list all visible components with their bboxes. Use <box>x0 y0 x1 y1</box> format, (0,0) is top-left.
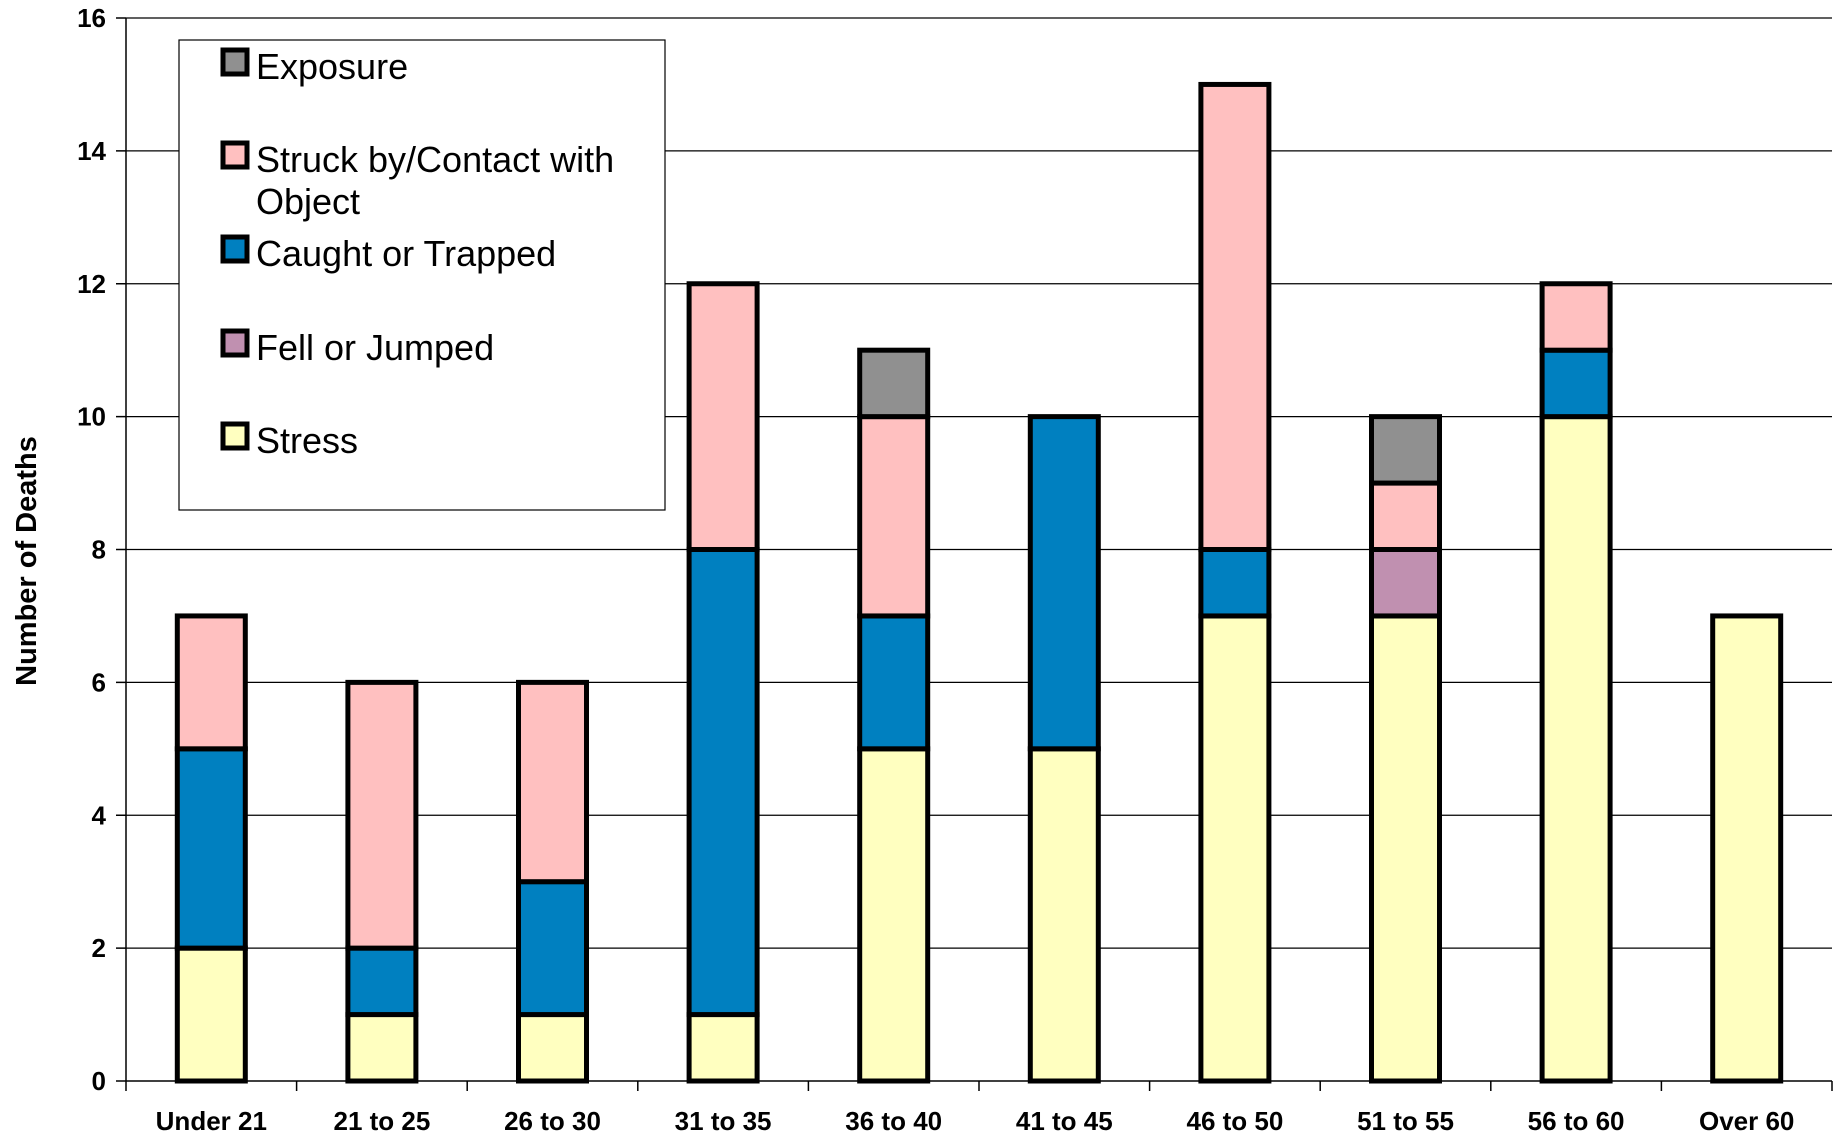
bar-segment <box>345 945 419 1018</box>
x-tick-labels: Under 21 21 to 25 26 to 30 31 to 35 36 to 40… <box>156 1106 1795 1135</box>
x-tick-label: 21 to 25 <box>333 1106 430 1135</box>
legend-swatch <box>220 140 250 170</box>
bar-segment <box>1539 281 1613 353</box>
x-tick-label: Under 21 <box>156 1106 267 1135</box>
y-tick-label: 8 <box>92 535 106 565</box>
bar-segment <box>1369 613 1442 1084</box>
legend-swatch <box>220 328 250 358</box>
x-tick-label: 51 to 55 <box>1357 1106 1454 1135</box>
bar-segment <box>686 547 760 1018</box>
y-tick-label: 0 <box>92 1066 106 1096</box>
legend-swatch <box>220 234 250 264</box>
bar-segment <box>1198 547 1272 619</box>
x-tick-label: 31 to 35 <box>675 1106 772 1135</box>
bar-segment <box>1198 613 1272 1084</box>
x-tick-label: 26 to 30 <box>504 1106 601 1135</box>
bar-segment <box>1369 414 1442 486</box>
bar-segment <box>1027 414 1101 752</box>
bar-segment <box>516 879 589 1018</box>
bar-segment <box>345 1012 419 1084</box>
bars <box>174 81 1784 1084</box>
y-tick-label: 2 <box>92 933 106 963</box>
bar-segment <box>516 1012 589 1084</box>
bar-segment <box>174 945 248 1084</box>
bar-segment <box>1539 414 1613 1084</box>
bar-segment <box>516 679 589 885</box>
legend-label: Fell or Jumped <box>256 327 494 368</box>
bar-segment <box>1027 746 1101 1084</box>
bar-segment <box>1710 613 1784 1084</box>
x-tick-label: Over 60 <box>1699 1106 1794 1135</box>
bar-segment <box>857 414 931 619</box>
bar-segment <box>686 1012 760 1084</box>
legend-label: Stress <box>256 420 358 461</box>
y-tick-label: 16 <box>77 3 106 33</box>
bar-segment <box>1369 480 1442 552</box>
bar-segment <box>345 679 419 951</box>
x-tick-label: 36 to 40 <box>845 1106 942 1135</box>
y-tick-label: 6 <box>92 667 106 697</box>
bar-segment <box>174 746 248 951</box>
y-tick-label: 4 <box>92 800 107 830</box>
legend-box <box>178 39 666 511</box>
legend-swatch <box>220 47 250 77</box>
legend-label: Object <box>256 181 360 222</box>
y-tick-label: 12 <box>77 269 106 299</box>
legend-label: Caught or Trapped <box>256 233 556 274</box>
legend-label: Exposure <box>256 46 408 87</box>
bar-segment <box>857 613 931 752</box>
x-tick-label: 46 to 50 <box>1186 1106 1283 1135</box>
x-tick-label: 41 to 45 <box>1016 1106 1113 1135</box>
legend-swatch <box>220 421 250 451</box>
y-tick-label: 10 <box>77 402 106 432</box>
y-tick-label: 14 <box>77 136 106 166</box>
bar-segment <box>174 613 248 752</box>
bar-segment <box>1198 81 1272 552</box>
bar-segment <box>686 281 760 552</box>
bar-segment <box>1539 347 1613 420</box>
x-tick-label: 56 to 60 <box>1528 1106 1625 1135</box>
bar-segment <box>1369 547 1442 619</box>
y-axis-title: Number of Deaths <box>11 436 43 686</box>
bar-segment <box>857 347 931 420</box>
bar-segment <box>857 746 931 1084</box>
y-tick-labels: 0 2 4 6 8 10 12 14 16 <box>77 3 106 1096</box>
legend-label: Struck by/Contact with <box>256 139 614 180</box>
